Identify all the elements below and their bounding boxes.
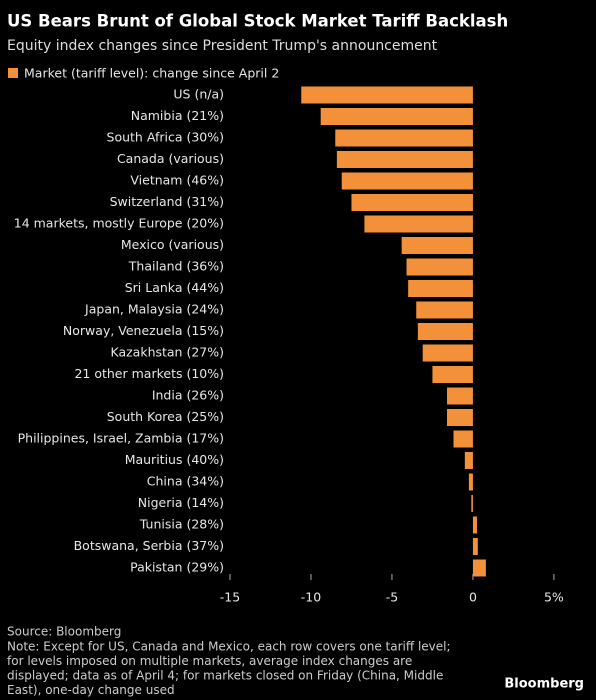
y-tick-label: India (26%) [152, 388, 224, 403]
y-tick-label: Mexico (various) [121, 237, 224, 252]
bar [408, 280, 473, 297]
y-tick-label: Mauritius (40%) [125, 452, 224, 467]
legend-swatch [8, 68, 18, 78]
y-tick-label: China (34%) [147, 474, 224, 489]
x-tick-label: -15 [220, 590, 240, 605]
bar [301, 86, 473, 104]
y-tick-label: Sri Lanka (44%) [125, 280, 224, 295]
bar [472, 538, 478, 555]
y-tick-label: Japan, Malaysia (24%) [84, 302, 224, 317]
y-tick-label: 21 other markets (10%) [74, 366, 224, 381]
bar [364, 215, 473, 233]
x-tick-label: -10 [301, 590, 321, 605]
bar [472, 559, 486, 577]
note-line: for levels imposed on multiple markets, … [7, 654, 412, 668]
bar [432, 366, 473, 383]
bar [417, 323, 473, 340]
bar [422, 344, 473, 362]
bar [471, 495, 473, 512]
note-line: East), one-day change used [7, 683, 175, 697]
bar [453, 430, 473, 448]
note-line: displayed; data as of April 4; for marke… [7, 669, 443, 683]
bar [341, 172, 473, 190]
y-tick-label: Tunisia (28%) [139, 517, 224, 532]
y-tick-label: Pakistan (29%) [130, 560, 224, 575]
y-tick-label: Switzerland (31%) [110, 194, 224, 209]
x-tick-label: 0 [469, 590, 477, 605]
note-line: Note: Except for US, Canada and Mexico, … [7, 640, 451, 654]
legend-label: Market (tariff level): change since Apri… [24, 66, 279, 81]
x-tick-label: -5 [386, 590, 398, 605]
y-tick-label: Norway, Venezuela (15%) [63, 323, 224, 338]
chart-subtitle: Equity index changes since President Tru… [7, 38, 438, 54]
bar [320, 108, 473, 125]
y-tick-label: Thailand (36%) [128, 259, 224, 274]
bar [406, 258, 473, 276]
source: Source: Bloomberg [7, 625, 121, 639]
bar [416, 301, 473, 319]
x-tick-label: 5% [544, 590, 564, 605]
y-tick-label: Namibia (21%) [131, 108, 224, 123]
y-tick-label: Canada (various) [117, 151, 224, 166]
bar [335, 129, 473, 147]
y-tick-label: Botswana, Serbia (37%) [74, 538, 224, 553]
bar [447, 409, 473, 426]
bar [464, 452, 473, 469]
bar [351, 194, 473, 211]
y-tick-label: US (n/a) [173, 87, 224, 102]
bar [336, 151, 473, 168]
y-tick-label: South Korea (25%) [107, 409, 224, 424]
y-tick-label: Philippines, Israel, Zambia (17%) [18, 431, 224, 446]
bar [472, 516, 477, 534]
y-tick-label: Kazakhstan (27%) [110, 345, 224, 360]
y-tick-label: 14 markets, mostly Europe (20%) [14, 216, 224, 231]
bar [468, 473, 473, 491]
bar [401, 237, 473, 254]
bar [447, 387, 473, 405]
y-tick-label: Vietnam (46%) [130, 173, 224, 188]
y-tick-label: Nigeria (14%) [138, 495, 224, 510]
chart-title: US Bears Brunt of Global Stock Market Ta… [7, 12, 508, 31]
y-tick-label: South Africa (30%) [107, 130, 224, 145]
brand: Bloomberg [504, 677, 584, 692]
